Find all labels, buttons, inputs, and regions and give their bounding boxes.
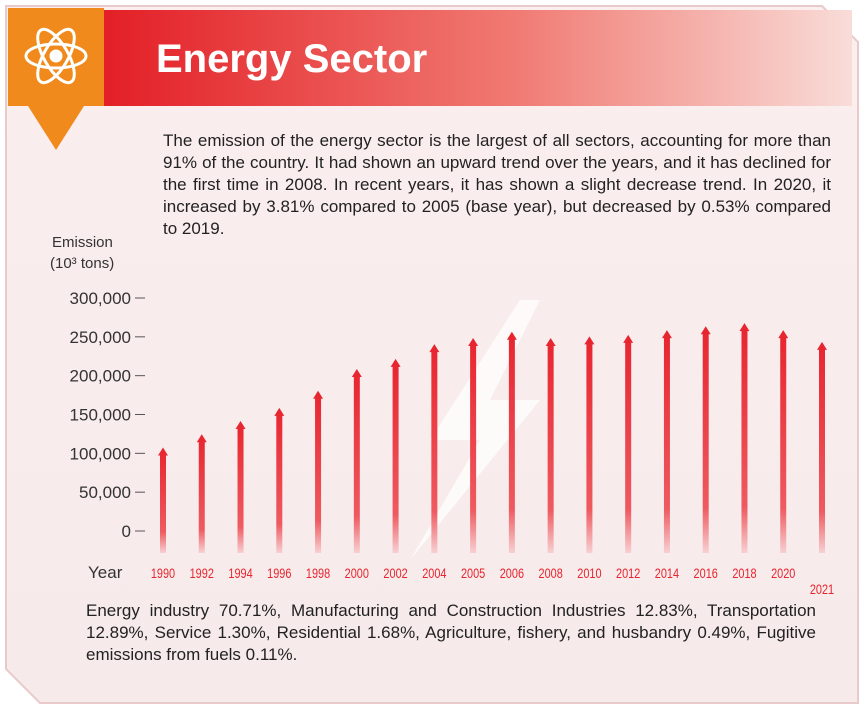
y-tick-label: 0 — [122, 522, 131, 541]
x-tick-label: 2000 — [345, 566, 369, 582]
y-axis-unit: (10³ tons) — [50, 255, 114, 272]
x-tick-label: 1994 — [228, 566, 252, 582]
bar — [506, 331, 517, 553]
x-tick-label: 2006 — [500, 566, 524, 582]
y-tick-label: 300,000 — [70, 289, 131, 308]
bar — [196, 434, 207, 553]
x-tick-label: 1996 — [267, 566, 291, 582]
x-tick-label: 2004 — [422, 566, 446, 582]
bar — [390, 358, 401, 553]
bar — [623, 334, 634, 553]
x-tick-label: 2008 — [539, 566, 563, 582]
x-tick-label: 2020 — [771, 566, 795, 582]
bar — [235, 421, 246, 553]
y-tick-label: 50,000 — [79, 483, 131, 502]
y-axis-label: Emission — [52, 234, 113, 251]
x-tick-label: 2018 — [732, 566, 756, 582]
x-tick-label: 1992 — [190, 566, 214, 582]
y-tick-label: 150,000 — [70, 406, 131, 425]
x-axis-label: Year — [88, 563, 123, 582]
bar — [313, 390, 324, 553]
footnote: Energy industry 70.71%, Manufacturing an… — [86, 601, 816, 664]
bar — [778, 330, 789, 553]
atom-icon — [24, 27, 88, 85]
bar — [661, 330, 672, 553]
bar — [274, 407, 285, 553]
bar — [351, 369, 362, 553]
x-tick-label: 1990 — [151, 566, 175, 582]
bar — [158, 447, 168, 553]
x-tick-label: 2014 — [655, 566, 679, 582]
bar — [817, 341, 827, 553]
x-tick-label: 1998 — [306, 566, 330, 582]
bar — [739, 323, 750, 553]
bar — [468, 337, 479, 553]
y-tick-label: 100,000 — [70, 444, 131, 463]
x-tick-label: 2002 — [383, 566, 407, 582]
y-tick-label: 250,000 — [70, 328, 131, 347]
description: The emission of the energy sector is the… — [163, 131, 831, 238]
header-band — [100, 10, 852, 106]
x-tick-label: 2012 — [616, 566, 640, 582]
icon-pointer — [28, 106, 84, 150]
x-tick-label: 2016 — [694, 566, 718, 582]
y-tick-label: 200,000 — [70, 367, 131, 386]
bar — [545, 337, 556, 553]
bar — [429, 344, 440, 553]
bar — [584, 336, 595, 553]
x-tick-label: 2005 — [461, 566, 485, 582]
x-tick-label: 2010 — [577, 566, 601, 582]
bar — [700, 326, 711, 553]
x-tick-label: 2021 — [810, 582, 834, 598]
chart-title: Energy Sector — [156, 37, 427, 81]
